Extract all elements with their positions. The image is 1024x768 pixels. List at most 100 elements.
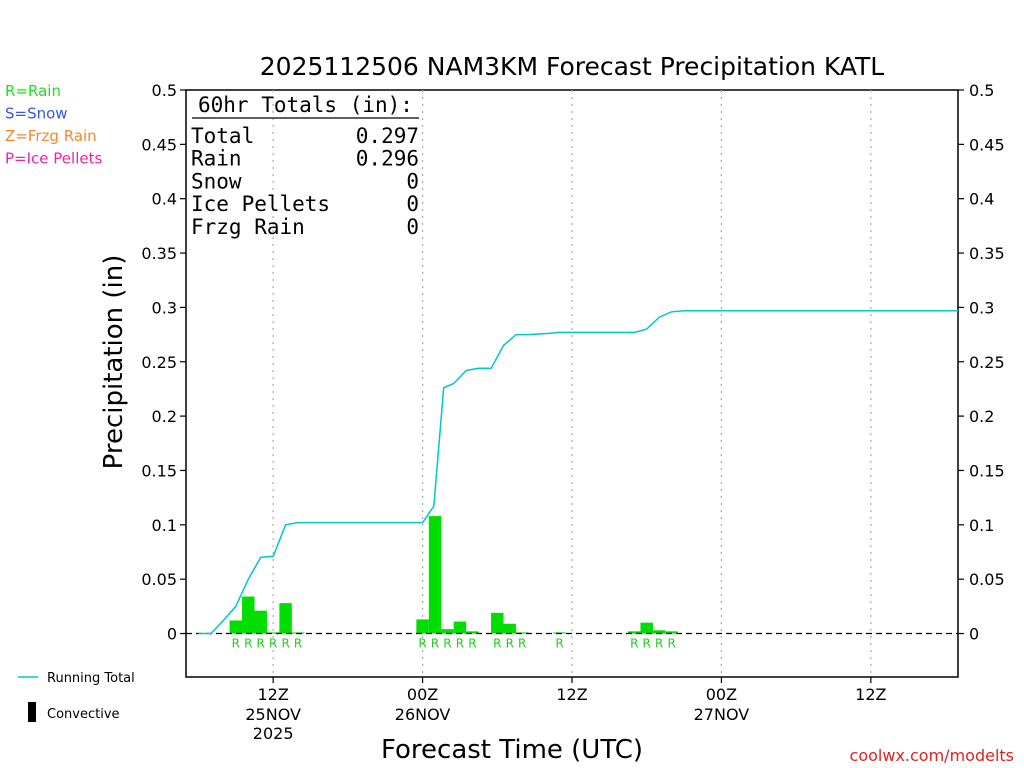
x-tick-label: 12Z	[855, 685, 886, 704]
y-tick-label-right: 0.25	[969, 353, 1005, 372]
precip-type-marker: R	[518, 637, 526, 651]
precip-bar	[665, 631, 678, 634]
x-tick-year: 2025	[253, 724, 294, 743]
precip-type-marker: R	[294, 637, 302, 651]
y-tick-label: 0.4	[152, 190, 177, 209]
running-total-line	[198, 309, 958, 635]
y-tick-label-right: 0.1	[969, 516, 994, 535]
x-tick-label: 12Z	[257, 685, 288, 704]
totals-header: 60hr Totals (in):	[198, 93, 413, 117]
totals-row-label: Total	[191, 124, 254, 148]
y-tick-label-right: 0	[969, 625, 979, 644]
precip-type-marker: R	[630, 637, 638, 651]
totals-rows: Total 0.297 Rain 0.296 Snow 0 Ice Pellets 0 Frzg…	[191, 124, 419, 239]
gridlines	[272, 90, 872, 677]
y-tick-label: 0.3	[152, 298, 177, 317]
precip-bar	[466, 631, 479, 634]
x-tick-label: 00Z	[407, 685, 438, 704]
precip-bar	[254, 610, 267, 634]
y-tick-label-right: 0.45	[969, 135, 1005, 154]
y-axis-right: 0 0.05 0.1 0.15 0.2 0.25 0.3 0.35 0.4 0.45 0.5	[958, 81, 1005, 644]
precip-type-marker: R	[643, 637, 651, 651]
precip-type-legend-item: P=Ice Pellets	[5, 150, 102, 168]
y-tick-label: 0.25	[141, 353, 177, 372]
totals-row-value: 0.296	[356, 147, 419, 171]
y-tick-label: 0.05	[141, 570, 177, 589]
precip-type-marker: R	[555, 637, 563, 651]
precip-type-marker: R	[456, 637, 464, 651]
precip-bar	[515, 632, 529, 634]
totals-row-value: 0.297	[356, 124, 419, 148]
x-tick-label: 12Z	[556, 685, 587, 704]
y-tick-label-right: 0.05	[969, 570, 1005, 589]
precip-bar	[491, 612, 504, 634]
x-tick-label: 00Z	[706, 685, 737, 704]
convective-legend-label: Convective	[47, 707, 120, 722]
x-axis-title: Forecast Time (UTC)	[381, 735, 643, 765]
precip-type-marker: R	[667, 637, 675, 651]
precip-bar	[229, 620, 243, 634]
totals-box: 60hr Totals (in): Total 0.297 Rain 0.296 Sno…	[191, 93, 419, 239]
y-tick-label: 0.45	[141, 135, 177, 154]
x-tick-date: 26NOV	[395, 705, 451, 724]
y-tick-label-right: 0.5	[969, 81, 994, 100]
precip-type-legend-item: S=Snow	[5, 105, 68, 123]
y-tick-label: 0.1	[152, 516, 177, 535]
y-tick-label: 0.5	[152, 81, 177, 100]
precip-type-marker: R	[431, 637, 439, 651]
y-tick-label-right: 0.35	[969, 244, 1005, 263]
x-tick-date: 27NOV	[694, 705, 750, 724]
y-tick-label-right: 0.2	[969, 407, 994, 426]
precip-type-marker: R	[232, 637, 240, 651]
totals-row-label: Ice Pellets	[191, 192, 330, 216]
precip-bar	[441, 629, 454, 634]
credit-text: coolwx.com/modelts	[850, 746, 1014, 765]
x-tick-date: 25NOV	[245, 705, 301, 724]
precip-bar	[503, 623, 516, 634]
precip-type-marker: R	[443, 637, 451, 651]
y-tick-label: 0	[167, 625, 177, 644]
y-axis-left: 0 0.05 0.1 0.15 0.2 0.25 0.3 0.35 0.4 0.45 0.5	[141, 81, 186, 644]
convective-legend-swatch	[28, 702, 36, 722]
precip-type-legend: R=Rain S=Snow Z=Frzg Rain P=Ice Pellets	[5, 82, 102, 168]
precip-bar	[266, 632, 280, 634]
chart-title: 2025112506 NAM3KM Forecast Precipitation…	[260, 52, 885, 81]
precip-type-marker: R	[418, 637, 426, 651]
y-axis-title: Precipitation (in)	[99, 255, 129, 470]
precip-bar	[279, 603, 292, 634]
y-tick-label-right: 0.3	[969, 298, 994, 317]
precip-type-legend-item: Z=Frzg Rain	[5, 127, 97, 145]
precip-bars	[229, 516, 678, 634]
totals-row-value: 0	[406, 192, 419, 216]
precip-bar	[640, 622, 653, 634]
y-tick-label: 0.2	[152, 407, 177, 426]
y-tick-label: 0.35	[141, 244, 177, 263]
running-total-legend-label: Running Total	[47, 671, 135, 686]
precip-type-marker: R	[269, 637, 277, 651]
totals-row-value: 0	[406, 169, 419, 193]
precip-type-marker: R	[655, 637, 663, 651]
precip-bar	[652, 630, 666, 634]
totals-row-value: 0	[406, 215, 419, 239]
precip-bar	[453, 621, 467, 634]
totals-row-label: Rain	[191, 147, 242, 171]
precip-type-marker: R	[281, 637, 289, 651]
y-tick-label-right: 0.4	[969, 190, 994, 209]
precip-bar	[628, 631, 641, 634]
precip-type-legend-item: R=Rain	[5, 82, 61, 100]
totals-row-label: Snow	[191, 169, 242, 193]
precip-type-marker: R	[493, 637, 501, 651]
precip-bar	[428, 516, 442, 634]
totals-row-label: Frzg Rain	[191, 215, 305, 239]
precip-type-marker: R	[468, 637, 476, 651]
precip-type-marker: R	[244, 637, 252, 651]
precip-bar	[242, 596, 255, 634]
precip-bar	[416, 619, 429, 634]
y-tick-label-right: 0.15	[969, 461, 1005, 480]
precip-type-marker: R	[257, 637, 265, 651]
precip-type-marker: R	[506, 637, 514, 651]
y-tick-label: 0.15	[141, 461, 177, 480]
